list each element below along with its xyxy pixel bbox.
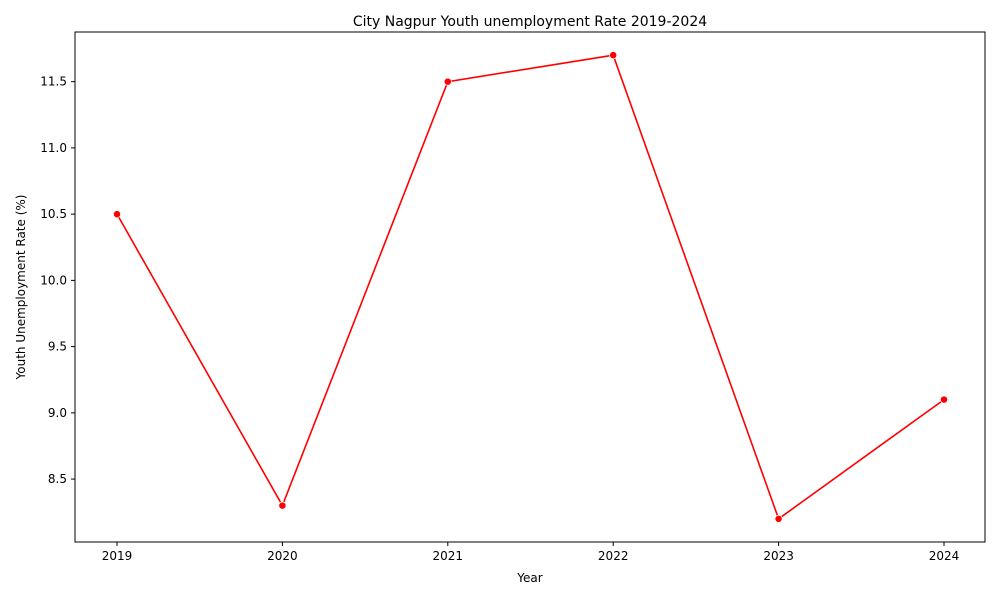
data-point (443, 77, 452, 86)
y-axis-ticks: 8.5 9.0 9.5 10.0 10.5 11.0 11.5 (40, 75, 75, 486)
y-tick-label: 8.5 (48, 472, 67, 486)
y-tick-label: 11.0 (40, 141, 67, 155)
series-layer (113, 51, 948, 523)
x-tick-label: 2023 (763, 549, 794, 563)
chart-title: City Nagpur Youth unemployment Rate 2019… (353, 14, 707, 30)
y-axis-label: Youth Unemployment Rate (%) (14, 195, 28, 381)
x-axis-ticks: 2019 2020 2021 2022 2023 2024 (102, 542, 960, 563)
x-tick-label: 2022 (598, 549, 629, 563)
x-tick-label: 2021 (433, 549, 464, 563)
data-point (940, 395, 948, 404)
plot-area-frame (74, 31, 986, 543)
data-point (609, 51, 618, 60)
x-tick-label: 2020 (267, 549, 298, 563)
x-tick-label: 2024 (929, 549, 960, 563)
y-tick-label: 11.5 (40, 75, 67, 89)
y-tick-label: 9.0 (48, 406, 67, 420)
data-point (774, 514, 783, 523)
data-point (278, 501, 287, 510)
x-tick-label: 2019 (102, 549, 133, 563)
data-point (113, 210, 121, 219)
x-axis-label: Year (516, 571, 542, 585)
y-tick-label: 10.5 (40, 207, 67, 221)
y-tick-label: 9.5 (48, 340, 67, 354)
y-tick-label: 10.0 (40, 273, 67, 287)
series-line (116, 54, 945, 521)
